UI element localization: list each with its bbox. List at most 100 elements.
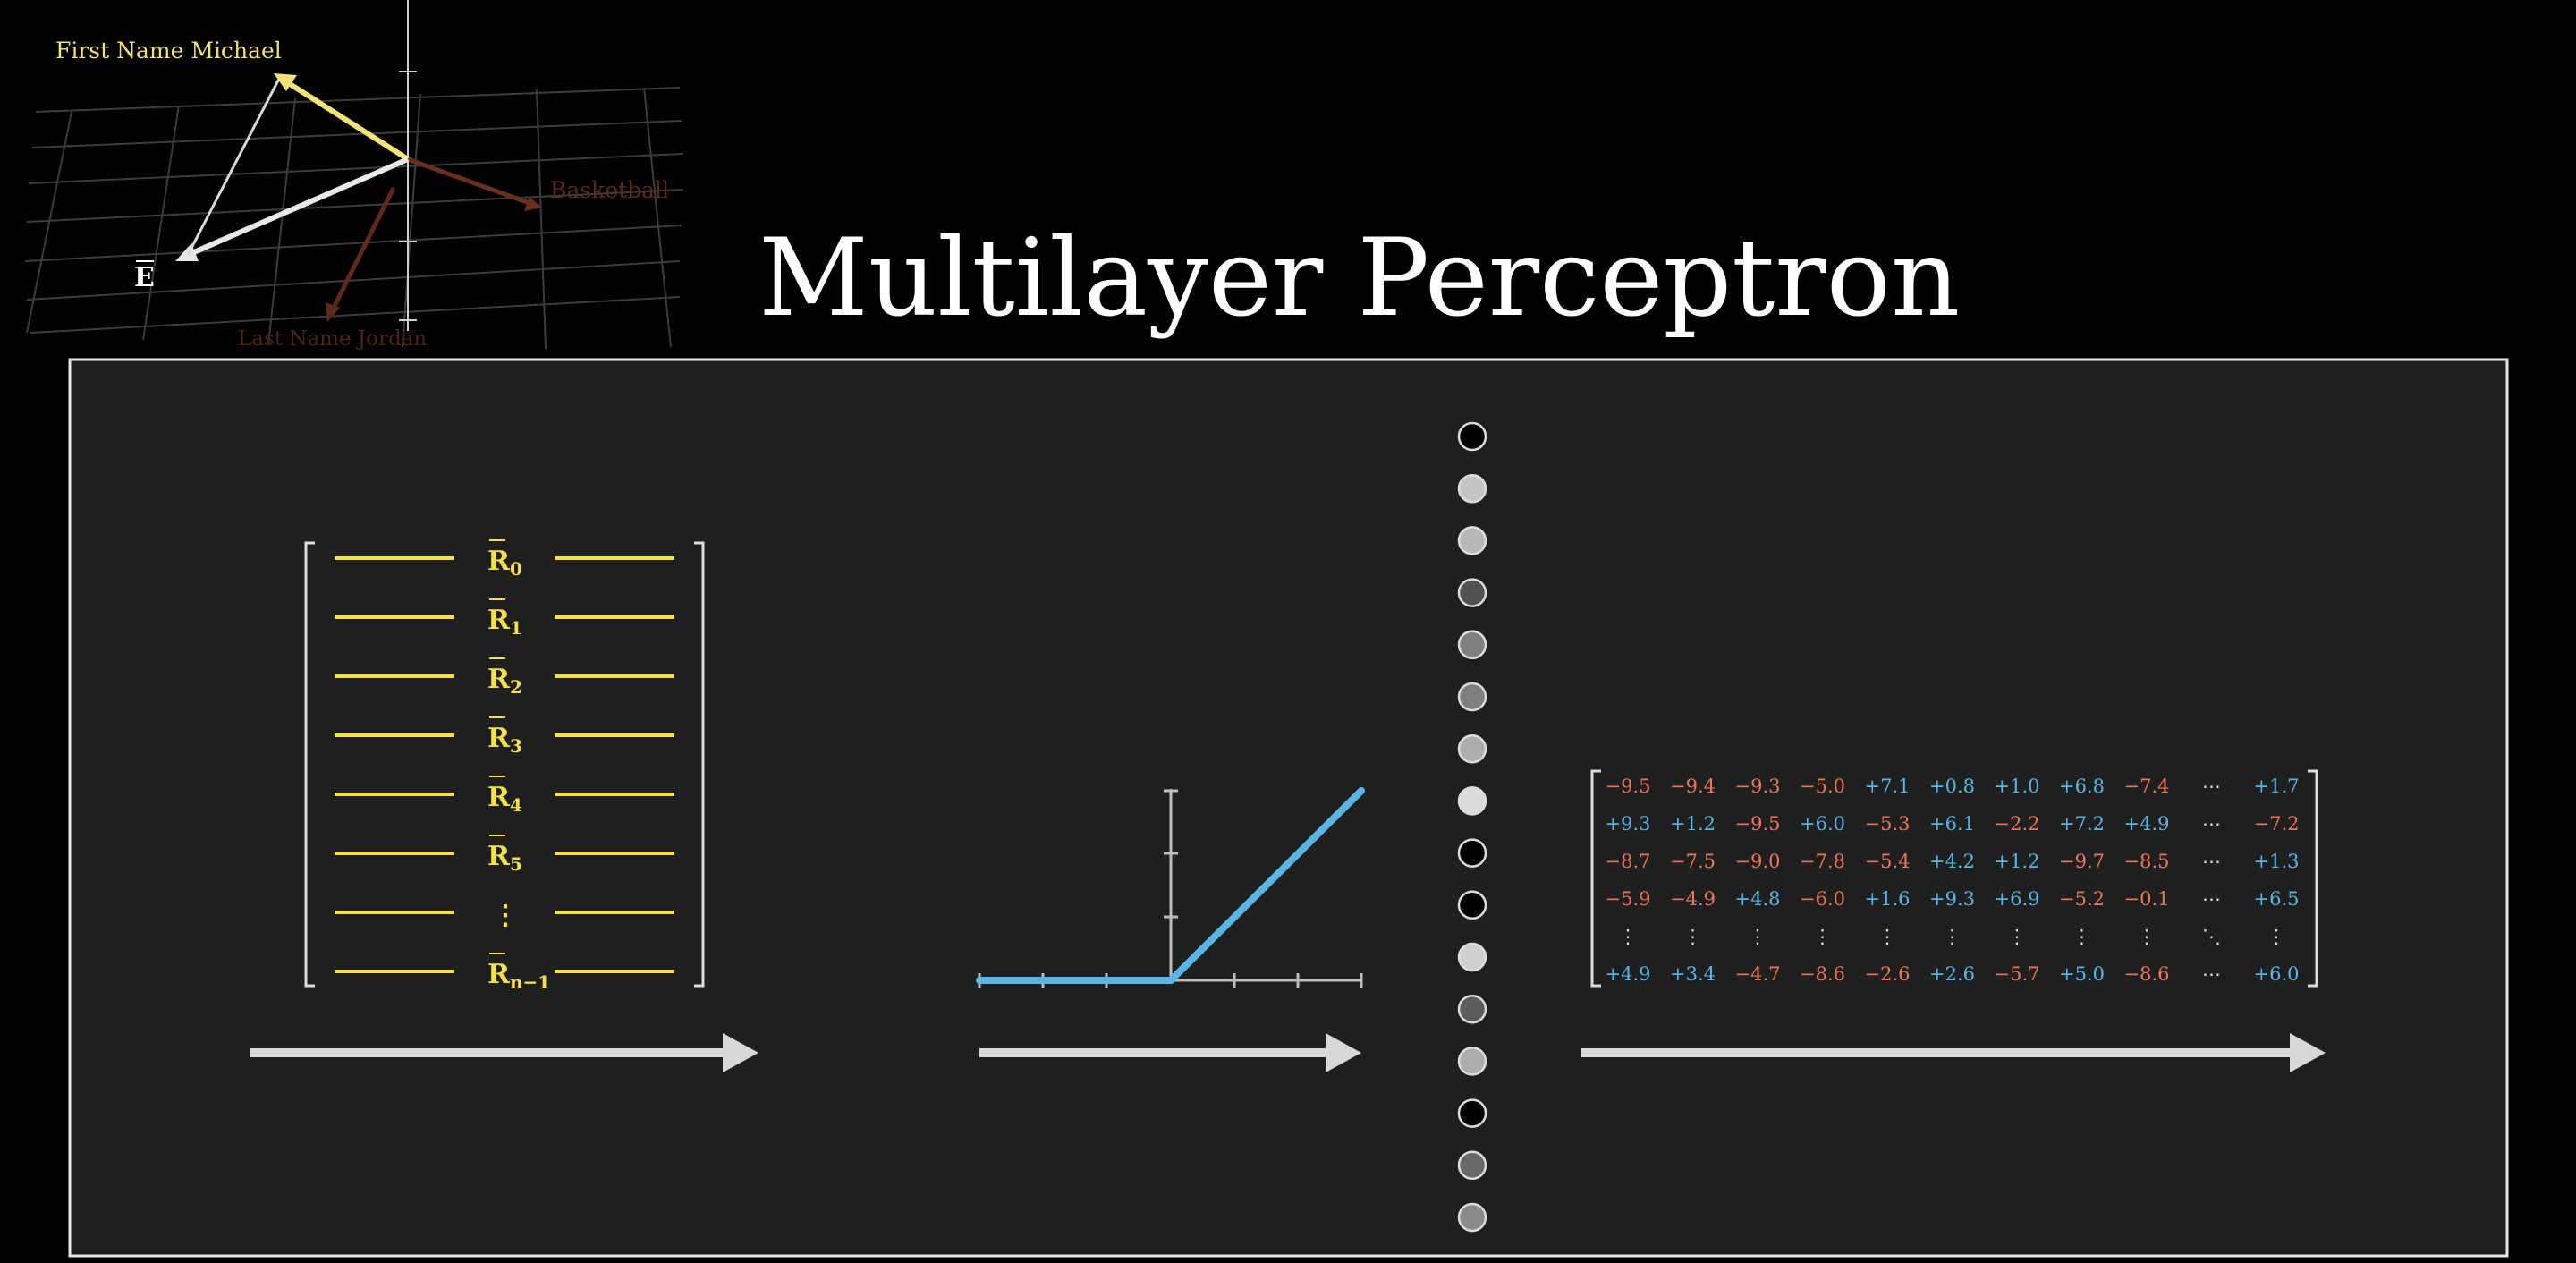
last-name-arrowhead bbox=[326, 302, 340, 322]
row-label: R5 bbox=[487, 841, 522, 875]
weight-cell: +3.4 bbox=[1670, 963, 1716, 985]
weight-cell: +1.0 bbox=[1995, 776, 2040, 797]
weight-cells: −9.5 −9.4 −9.3 −5.0 +7.1 +0.8 +1.0 +6.8 −7.4 ⋯ +1.… bbox=[1606, 776, 2300, 985]
grid-line bbox=[26, 111, 72, 334]
weight-cell: −9.7 bbox=[2059, 851, 2105, 872]
weight-cell: −4.7 bbox=[1735, 963, 1781, 985]
last-name-label: Last Name Jordan bbox=[238, 327, 427, 351]
weight-cell: −4.9 bbox=[1670, 888, 1716, 910]
basketball-label: Basketball bbox=[550, 177, 669, 203]
weight-cell: +2.6 bbox=[1929, 963, 1975, 985]
weight-cell: −9.5 bbox=[1606, 776, 1651, 797]
neuron bbox=[1457, 630, 1487, 660]
weight-left-bracket bbox=[1590, 769, 1601, 988]
relu-plot bbox=[976, 787, 1365, 988]
weight-cell: −7.2 bbox=[2254, 813, 2300, 835]
neuron bbox=[1457, 994, 1487, 1024]
weight-cell: +6.5 bbox=[2254, 888, 2300, 910]
row-label-subscript: 1 bbox=[510, 617, 522, 639]
neuron bbox=[1457, 1202, 1487, 1233]
row-label-subscript: 0 bbox=[510, 558, 522, 580]
weight-cell: ⋮ bbox=[1683, 926, 1702, 947]
weight-cell: −5.7 bbox=[1995, 963, 2040, 985]
weight-cell: +4.9 bbox=[1606, 963, 1651, 985]
vector-plot: First Name Michael Basketball Last Name … bbox=[24, 0, 684, 351]
weight-cell: −6.0 bbox=[1800, 888, 1845, 910]
row-lines bbox=[335, 556, 674, 973]
weight-cell: ⋯ bbox=[2202, 963, 2221, 985]
grid-line bbox=[28, 153, 684, 184]
weight-cell: +5.0 bbox=[2059, 963, 2105, 985]
weight-cell: +4.2 bbox=[1929, 851, 1975, 872]
grid-line bbox=[402, 93, 421, 348]
neuron bbox=[1457, 942, 1487, 972]
page-title: Multilayer Perceptron bbox=[758, 216, 1960, 341]
embedding-connector bbox=[186, 78, 281, 256]
weight-cell: −9.4 bbox=[1670, 776, 1716, 797]
weight-cell: −5.0 bbox=[1800, 776, 1845, 797]
weight-cell: −2.2 bbox=[1995, 813, 2040, 835]
weight-cell: −7.8 bbox=[1800, 851, 1845, 872]
weight-cell: −9.3 bbox=[1735, 776, 1781, 797]
weight-cell: +9.3 bbox=[1606, 813, 1651, 835]
weight-cell: −8.6 bbox=[1800, 963, 1845, 985]
weight-cell: −8.7 bbox=[1606, 851, 1651, 872]
weight-cell: +7.1 bbox=[1865, 776, 1911, 797]
neuron bbox=[1457, 682, 1487, 712]
weight-cell: +1.6 bbox=[1865, 888, 1911, 910]
weight-cell: −5.9 bbox=[1606, 888, 1651, 910]
weight-cell: +1.2 bbox=[1670, 813, 1716, 835]
neuron bbox=[1457, 838, 1487, 868]
neuron bbox=[1457, 1047, 1487, 1076]
weight-cell: −9.5 bbox=[1735, 813, 1781, 835]
grid-line bbox=[24, 225, 682, 262]
weight-cell: ⋱ bbox=[2202, 926, 2221, 947]
weight-cell: +6.8 bbox=[2059, 776, 2105, 797]
weight-cell: −5.3 bbox=[1865, 813, 1911, 835]
neuron bbox=[1457, 578, 1487, 607]
neuron bbox=[1457, 473, 1487, 504]
weight-cell: ⋯ bbox=[2202, 813, 2221, 835]
row-label-subscript: 5 bbox=[510, 853, 522, 875]
weight-right-bracket bbox=[2308, 769, 2318, 988]
row-label-subscript: 3 bbox=[510, 735, 522, 757]
weight-cell: ⋮ bbox=[2267, 926, 2286, 947]
perspective-grid bbox=[24, 87, 684, 350]
neuron bbox=[1457, 1150, 1487, 1181]
first-name-arrowhead bbox=[274, 73, 297, 91]
weight-cell: +7.2 bbox=[2059, 813, 2105, 835]
weight-cell: ⋮ bbox=[1943, 926, 1962, 947]
weight-cell: ⋯ bbox=[2202, 851, 2221, 872]
last-name-vector bbox=[328, 186, 396, 315]
row-label-subscript: 2 bbox=[510, 676, 522, 698]
right-bracket bbox=[694, 541, 705, 988]
grid-line bbox=[536, 89, 547, 350]
weight-matrix: −9.5 −9.4 −9.3 −5.0 +7.1 +0.8 +1.0 +6.8 −7.4 ⋯ +1.… bbox=[1590, 769, 2318, 988]
neuron bbox=[1457, 733, 1487, 764]
row-label-subscript: n−1 bbox=[510, 971, 550, 993]
left-bracket bbox=[304, 541, 315, 988]
weight-cell: +1.2 bbox=[1995, 851, 2040, 872]
weight-cell: +6.9 bbox=[1995, 888, 2040, 910]
weight-cell: ⋮ bbox=[1813, 926, 1832, 947]
weight-cell: ⋮ bbox=[1749, 926, 1767, 947]
grid-line bbox=[35, 87, 681, 113]
weight-cell: −8.5 bbox=[2124, 851, 2170, 872]
row-label-subscript: 4 bbox=[510, 794, 522, 816]
neuron bbox=[1457, 786, 1487, 816]
grid-line bbox=[643, 87, 672, 348]
basketball-vector bbox=[407, 157, 538, 208]
weight-cell: ⋮ bbox=[2008, 926, 2027, 947]
weight-cell: +6.0 bbox=[2254, 963, 2300, 985]
weight-cell: ⋯ bbox=[2202, 888, 2221, 910]
weight-cell: +9.3 bbox=[1929, 888, 1975, 910]
neuron bbox=[1457, 526, 1487, 555]
neuron-column bbox=[1457, 421, 1487, 1233]
weight-cell: −5.4 bbox=[1865, 851, 1911, 872]
grid-line bbox=[267, 97, 296, 345]
grid-line bbox=[142, 105, 180, 341]
weight-cell: +6.1 bbox=[1929, 813, 1975, 835]
weight-cell: +1.7 bbox=[2254, 776, 2300, 797]
